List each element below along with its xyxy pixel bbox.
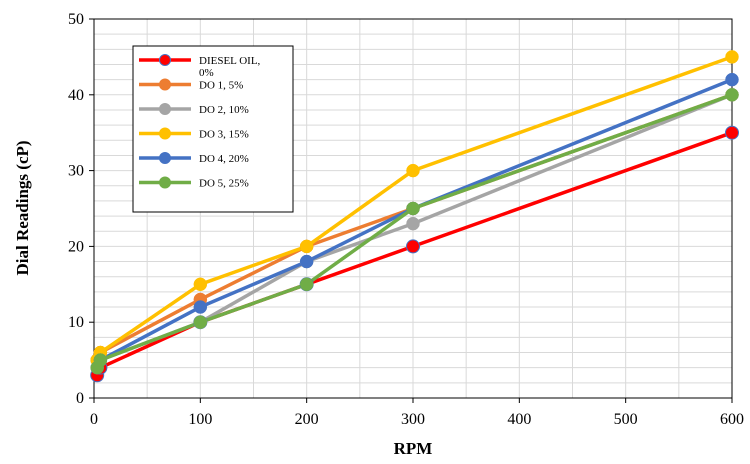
y-tick-label: 30 [68, 163, 84, 180]
legend-label: DIESEL OIL, 0% [199, 55, 261, 79]
legend-label: DO 1, 5% [199, 80, 243, 92]
x-tick-label: 500 [614, 411, 638, 428]
data-point [406, 163, 420, 178]
y-axis-title: Dial Readings (cP) [13, 140, 32, 275]
legend-marker [159, 78, 171, 91]
data-point [193, 277, 208, 292]
y-tick-label: 50 [68, 11, 84, 28]
legend-label: DO 3, 15% [199, 129, 249, 141]
legend-marker [159, 103, 171, 115]
data-point [725, 88, 739, 102]
data-point [406, 239, 420, 254]
x-tick-label: 100 [188, 411, 212, 428]
legend-marker [159, 54, 171, 66]
y-tick-label: 10 [68, 314, 84, 331]
data-point [193, 315, 208, 329]
legend-label: DO 2, 10% [199, 104, 249, 116]
gridlines [94, 19, 732, 398]
data-point [299, 254, 314, 269]
legend: DIESEL OIL, 0%DO 1, 5% DO 2, 10% DO 3, 15% D… [132, 45, 294, 213]
data-point [299, 277, 314, 292]
series-points [90, 50, 739, 383]
y-tick-label: 40 [68, 87, 84, 104]
legend-marker [159, 152, 171, 164]
data-point [725, 72, 739, 87]
data-point [725, 50, 739, 64]
data-point [725, 125, 739, 140]
y-tick-label: 0 [76, 390, 84, 407]
x-tick-label: 200 [295, 411, 319, 428]
data-point [299, 239, 314, 254]
x-axis-title: RPM [394, 439, 433, 458]
axes [89, 18, 733, 403]
y-tick-label: 20 [68, 238, 84, 255]
legend-marker [159, 127, 171, 140]
x-tick-label: 600 [720, 411, 744, 428]
x-tick-label: 400 [507, 411, 531, 428]
x-tick-label: 300 [401, 411, 425, 428]
x-tick-label: 0 [90, 411, 98, 428]
legend-marker [159, 176, 171, 189]
legend-label: DO 5, 25% [199, 178, 249, 190]
data-point [406, 201, 420, 216]
y-tick-labels: 0 10 20 30 40 50 [68, 11, 84, 407]
data-point [93, 353, 108, 367]
data-point [406, 216, 420, 231]
x-tick-labels: 0 100 200 300 400 500 600 [90, 411, 744, 428]
legend-label: DO 4, 20% [199, 153, 249, 165]
data-point [193, 300, 208, 314]
